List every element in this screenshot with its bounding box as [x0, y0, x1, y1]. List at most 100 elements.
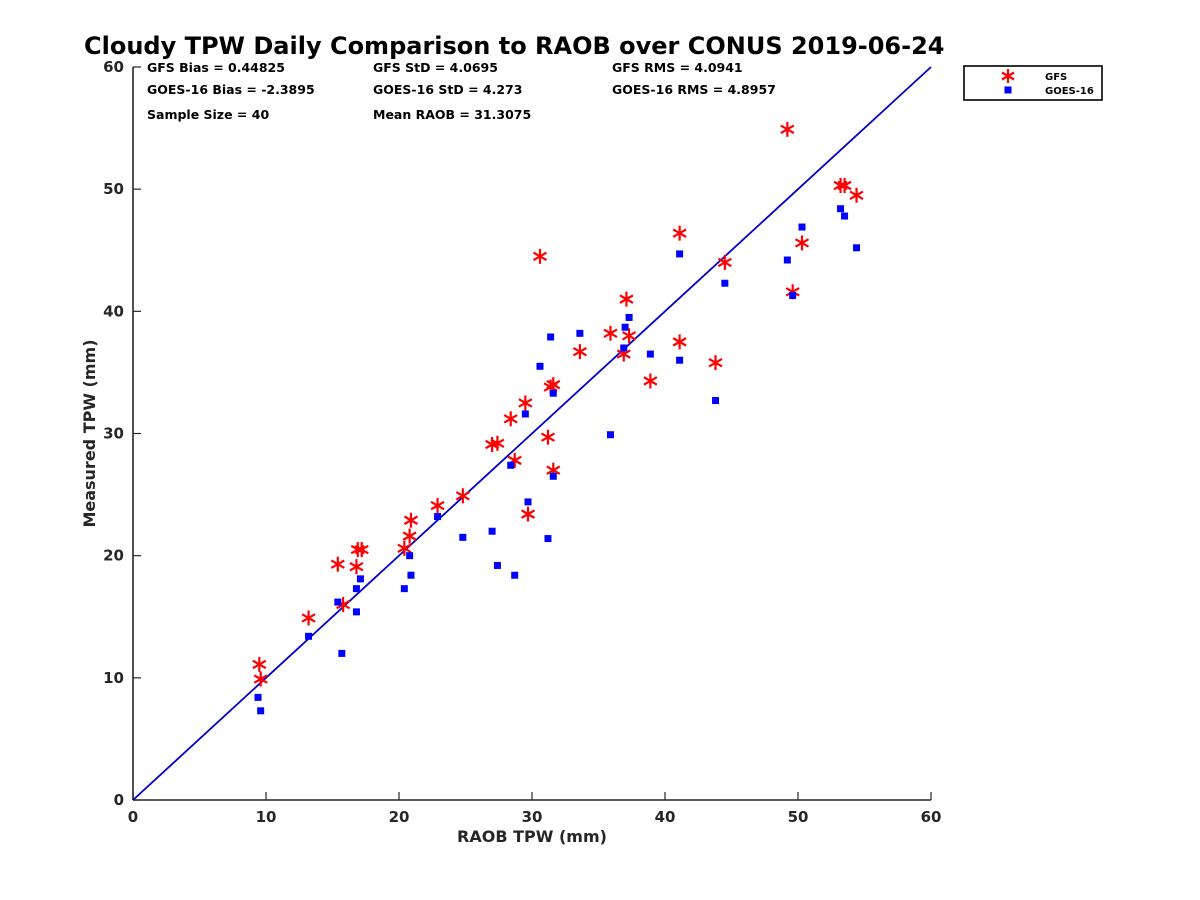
data-point: [521, 410, 529, 418]
data-point: [354, 542, 369, 558]
data-point: [646, 350, 654, 358]
data-point: [503, 411, 518, 427]
x-tick-label: 30: [522, 808, 543, 826]
data-point: [430, 498, 445, 514]
data-point: [676, 356, 684, 364]
data-point: [434, 513, 442, 521]
legend-marker: [1001, 69, 1015, 83]
data-points: [252, 121, 864, 715]
data-point: [402, 528, 417, 544]
legend: GFS GOES-16: [963, 65, 1103, 101]
data-point: [540, 429, 556, 445]
data-point: [257, 707, 265, 715]
data-point: [780, 121, 795, 137]
data-point: [837, 178, 852, 194]
data-point: [520, 506, 536, 522]
data-point: [532, 248, 548, 264]
y-tick-label: 50: [103, 180, 124, 198]
data-point: [305, 632, 313, 640]
one-to-one-line: [132, 66, 932, 801]
data-point: [507, 461, 515, 469]
data-point: [603, 325, 618, 341]
data-point: [621, 323, 629, 331]
data-point: [549, 472, 557, 480]
y-tick-label: 40: [103, 302, 124, 320]
stat-label: GFS RMS = 4.0941: [612, 60, 743, 75]
data-point: [798, 223, 806, 231]
data-point: [338, 649, 346, 657]
legend-marker: [1004, 86, 1012, 94]
data-point: [606, 431, 614, 439]
legend-box: [963, 65, 1103, 101]
data-point: [254, 693, 262, 701]
data-point: [488, 527, 496, 535]
data-point: [403, 512, 419, 528]
stat-label: Sample Size = 40: [147, 107, 269, 122]
x-tick-label: 60: [921, 808, 942, 826]
data-point: [619, 291, 634, 307]
data-point: [544, 535, 552, 543]
legend-label: GFS: [1045, 72, 1067, 83]
data-point: [676, 250, 684, 258]
y-tick-label: 20: [103, 547, 124, 565]
axes: 0 10 20 30 40 50 60 0 10 20 30 40 50 60: [103, 58, 941, 826]
y-tick-label: 60: [103, 58, 124, 76]
data-point: [717, 254, 732, 270]
data-point: [622, 328, 637, 344]
y-axis-label: Measured TPW (mm): [80, 339, 99, 527]
data-point: [547, 333, 555, 341]
data-point: [721, 279, 729, 287]
data-point: [397, 540, 412, 556]
data-point: [400, 585, 408, 593]
data-point: [349, 559, 364, 575]
chart-title: Cloudy TPW Daily Comparison to RAOB over…: [84, 32, 944, 60]
data-point: [620, 344, 628, 352]
series-gfs: [252, 121, 864, 687]
x-tick-label: 20: [389, 808, 410, 826]
data-point: [407, 571, 415, 579]
data-point: [352, 585, 360, 593]
data-point: [301, 610, 316, 626]
stat-label: GOES-16 StD = 4.273: [373, 82, 522, 97]
data-point: [625, 313, 633, 321]
y-tick-label: 0: [114, 791, 124, 809]
x-tick-label: 10: [256, 808, 277, 826]
data-point: [643, 373, 658, 389]
stat-label: GFS Bias = 0.44825: [147, 60, 285, 75]
data-point: [708, 355, 723, 371]
data-point: [511, 571, 519, 579]
data-point: [493, 561, 501, 569]
stat-label: GFS StD = 4.0695: [373, 60, 498, 75]
data-point: [536, 362, 544, 370]
data-point: [546, 377, 561, 393]
data-point: [518, 395, 533, 411]
statistics-annotations: GFS Bias = 0.44825 GFS StD = 4.0695 GFS RM…: [147, 60, 776, 122]
data-point: [794, 235, 810, 251]
data-point: [576, 329, 584, 337]
data-point: [572, 344, 587, 360]
data-point: [330, 556, 345, 572]
x-tick-label: 0: [128, 808, 138, 826]
stat-label: Mean RAOB = 31.3075: [373, 107, 531, 122]
data-point: [490, 435, 505, 451]
data-point: [853, 244, 861, 252]
data-point: [253, 671, 268, 687]
data-point: [334, 598, 342, 606]
series-goes-16: [254, 205, 861, 715]
data-point: [406, 552, 414, 560]
data-point: [783, 256, 791, 264]
data-point: [356, 575, 364, 583]
data-point: [672, 334, 687, 350]
data-point: [352, 608, 360, 616]
legend-label: GOES-16: [1045, 86, 1094, 97]
data-point: [841, 212, 849, 220]
stat-label: GOES-16 RMS = 4.8957: [612, 82, 776, 97]
data-point: [837, 205, 845, 213]
data-point: [252, 656, 267, 672]
data-point: [524, 498, 532, 506]
data-point: [549, 389, 557, 397]
data-point: [712, 397, 720, 405]
reference-line: [132, 66, 932, 801]
y-tick-label: 30: [103, 425, 124, 443]
